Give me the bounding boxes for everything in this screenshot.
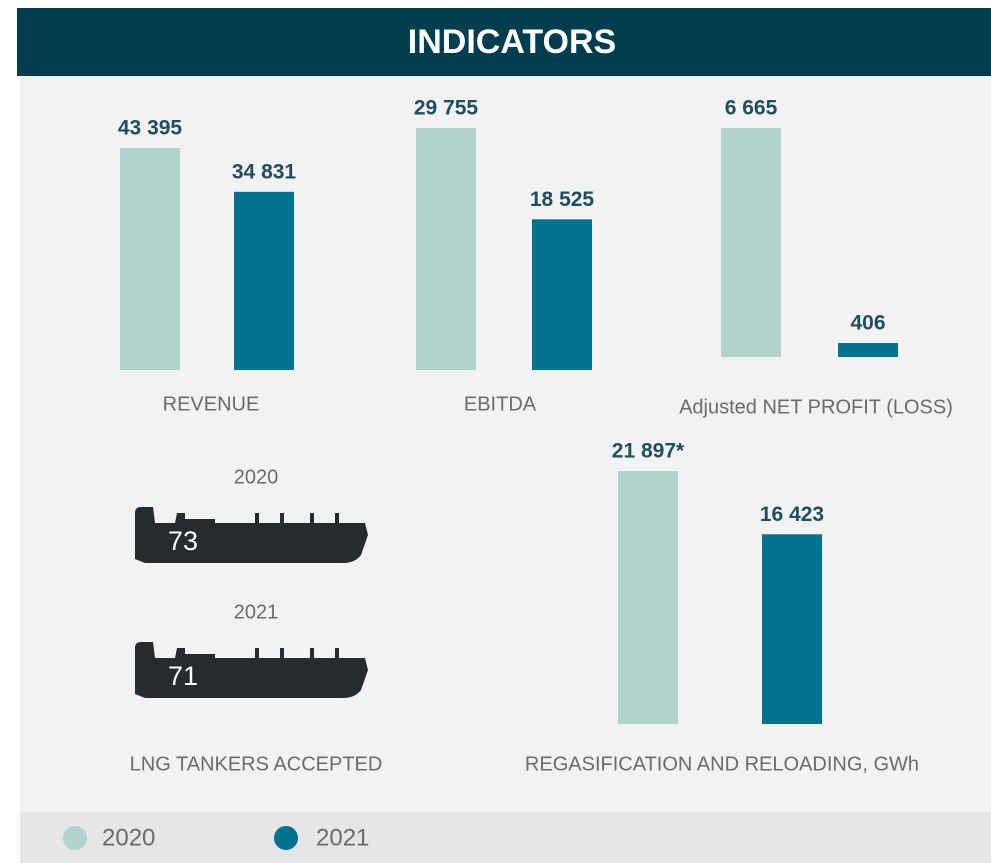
legend-swatch bbox=[63, 826, 87, 850]
bar bbox=[234, 191, 294, 370]
legend-label: 2020 bbox=[102, 824, 155, 851]
ship-mast bbox=[255, 648, 259, 660]
header-title: INDICATORS bbox=[408, 23, 616, 61]
ship-mast bbox=[335, 648, 339, 660]
ship-icon bbox=[135, 642, 368, 698]
bar bbox=[120, 148, 180, 370]
value-label: 34 831 bbox=[232, 160, 297, 183]
chart-label: REVENUE bbox=[163, 393, 260, 415]
value-label: 406 bbox=[850, 312, 885, 335]
tanker-count: 73 bbox=[168, 526, 198, 556]
bar bbox=[721, 128, 781, 357]
ship-mast bbox=[310, 513, 314, 525]
ship-mast bbox=[280, 648, 284, 660]
legend-swatch bbox=[274, 826, 298, 850]
tanker-year: 2020 bbox=[234, 466, 279, 488]
value-label: 16 423 bbox=[760, 503, 824, 526]
header bbox=[17, 8, 991, 76]
bar bbox=[618, 471, 678, 724]
ship-icon bbox=[135, 507, 368, 563]
ship-mast bbox=[310, 648, 314, 660]
value-label: 43 395 bbox=[118, 117, 183, 140]
tanker-count: 71 bbox=[168, 661, 198, 691]
bar bbox=[838, 343, 898, 357]
value-label: 21 897* bbox=[612, 440, 685, 463]
legend-label: 2021 bbox=[316, 824, 369, 851]
ship-mast bbox=[255, 513, 259, 525]
tankers-label: LNG TANKERS ACCEPTED bbox=[130, 753, 383, 775]
ship-mast bbox=[280, 513, 284, 525]
chart-label: REGASIFICATION AND RELOADING, GWh bbox=[525, 753, 919, 775]
bar bbox=[532, 219, 592, 370]
legend-band bbox=[20, 812, 991, 863]
bar bbox=[416, 128, 476, 370]
value-label: 6 665 bbox=[725, 97, 778, 120]
tanker-year: 2021 bbox=[234, 601, 279, 623]
value-label: 29 755 bbox=[414, 97, 479, 120]
chart-label: Adjusted NET PROFIT (LOSS) bbox=[679, 396, 953, 418]
value-label: 18 525 bbox=[530, 188, 595, 211]
ship-mast bbox=[335, 513, 339, 525]
bar bbox=[762, 534, 822, 724]
chart-label: EBITDA bbox=[464, 393, 537, 415]
